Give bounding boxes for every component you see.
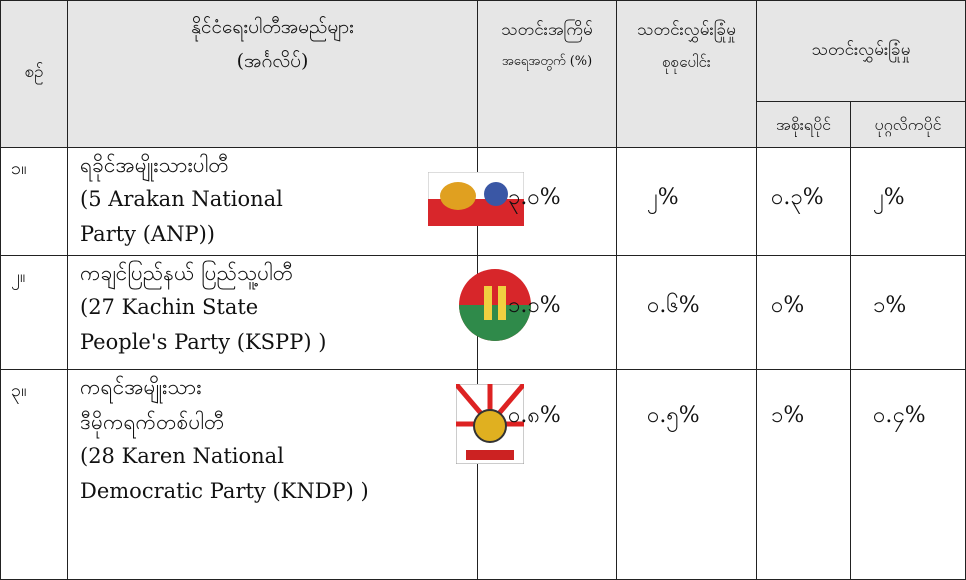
party-name: People's Party (KSPP) ) — [80, 330, 327, 354]
cell: ၂% — [617, 148, 757, 256]
value: ၀.၆% — [647, 293, 700, 318]
header-text: သတင်းအကြိမ် — [501, 20, 593, 40]
value: ၀.၅% — [647, 403, 700, 428]
value: ၀.၄% — [873, 403, 926, 428]
header-text: အစိုးရပိုင် — [776, 115, 831, 134]
cell: ၀.၈% — [478, 370, 617, 580]
party-name: ကချင်ပြည်နယ် ပြည်သူ့ပါတီ — [80, 261, 294, 285]
value: ၂% — [873, 185, 905, 210]
header-text: နိုင်ငံရေးပါတီအမည်များ — [191, 16, 354, 38]
value: ၁% — [873, 293, 907, 318]
header-text: (အင်္ဂလိပ်) — [236, 50, 309, 72]
value: ၁.၁% — [508, 293, 561, 318]
cell: ၃။ — [0, 370, 68, 580]
row-number: ၃။ — [11, 380, 27, 401]
header-text: သတင်းလွှမ်းခြုံမှု — [811, 40, 911, 60]
party-name: (5 Arakan National — [80, 187, 283, 211]
cell: ၃.၀% — [478, 148, 617, 256]
value: ၃.၀% — [508, 185, 561, 210]
row-number: ၁။ — [11, 158, 27, 179]
cell: သတင်းလွှမ်းခြုံမှု — [757, 0, 966, 102]
value: ၂% — [647, 185, 679, 210]
cell: ၀.၆% — [617, 256, 757, 370]
cell: ၀% — [757, 256, 851, 370]
cell: ရခိုင်အမျိုးသားပါတီ (5 Arakan National Par… — [68, 148, 525, 256]
value: ၀% — [771, 293, 805, 318]
party-name: ရခိုင်အမျိုးသားပါတီ — [80, 153, 229, 177]
cell: ၀.၃% — [757, 148, 851, 256]
party-logo — [427, 171, 525, 230]
value: ၀.၃% — [771, 185, 824, 210]
cell: ပုဂ္ဂလိကပိုင် — [851, 102, 966, 148]
cell: သတင်းလွှမ်းခြုံမှုစုစုပေါင်း — [617, 0, 757, 148]
header-text: အရေအတွက် (%) — [501, 54, 593, 69]
cell: ကချင်ပြည်နယ် ပြည်သူ့ပါတီ (27 Kachin State… — [68, 256, 531, 370]
cell: ၀.၄% — [851, 370, 966, 580]
cell: ၁% — [851, 256, 966, 370]
party-name: Democratic Party (KNDP) ) — [80, 479, 369, 503]
party-logo — [454, 382, 526, 468]
header-text: သတင်းလွှမ်းခြုံမှု — [637, 20, 736, 40]
cell: ၁။ — [0, 148, 68, 256]
cell: အစိုးရပိုင် — [757, 102, 851, 148]
cell: ၁% — [757, 370, 851, 580]
cell: သတင်းအကြိမ်အရေအတွက် (%) — [478, 0, 617, 148]
header-text: စဉ် — [24, 62, 44, 82]
cell: ၂။ — [0, 256, 68, 370]
party-name: (27 Kachin State — [80, 295, 259, 319]
party-name: ကရင်အမျိုးသား — [80, 375, 202, 399]
cell: ကရင်အမျိုးသားဒီမိုကရက်တစ်ပါတီ (28 Karen N… — [68, 370, 526, 580]
party-name: (28 Karen National — [80, 444, 284, 468]
cell: စဉ် — [0, 0, 68, 148]
header-text: ပုဂ္ဂလိကပိုင် — [874, 115, 942, 134]
cell: ၂% — [851, 148, 966, 256]
party-name: Party (ANP)) — [80, 222, 215, 246]
party-logo — [458, 268, 532, 346]
value: ၁% — [771, 403, 805, 428]
party-name: ဒီမိုကရက်တစ်ပါတီ — [80, 410, 225, 434]
header-text: စုစုပေါင်း — [662, 53, 711, 71]
value: ၀.၈% — [508, 403, 561, 428]
cell: နိုင်ငံရေးပါတီအမည်များ (အင်္ဂလိပ်) — [68, 0, 478, 148]
cell: ၁.၁% — [478, 256, 617, 370]
row-number: ၂။ — [11, 266, 26, 287]
cell: ၀.၅% — [617, 370, 757, 580]
